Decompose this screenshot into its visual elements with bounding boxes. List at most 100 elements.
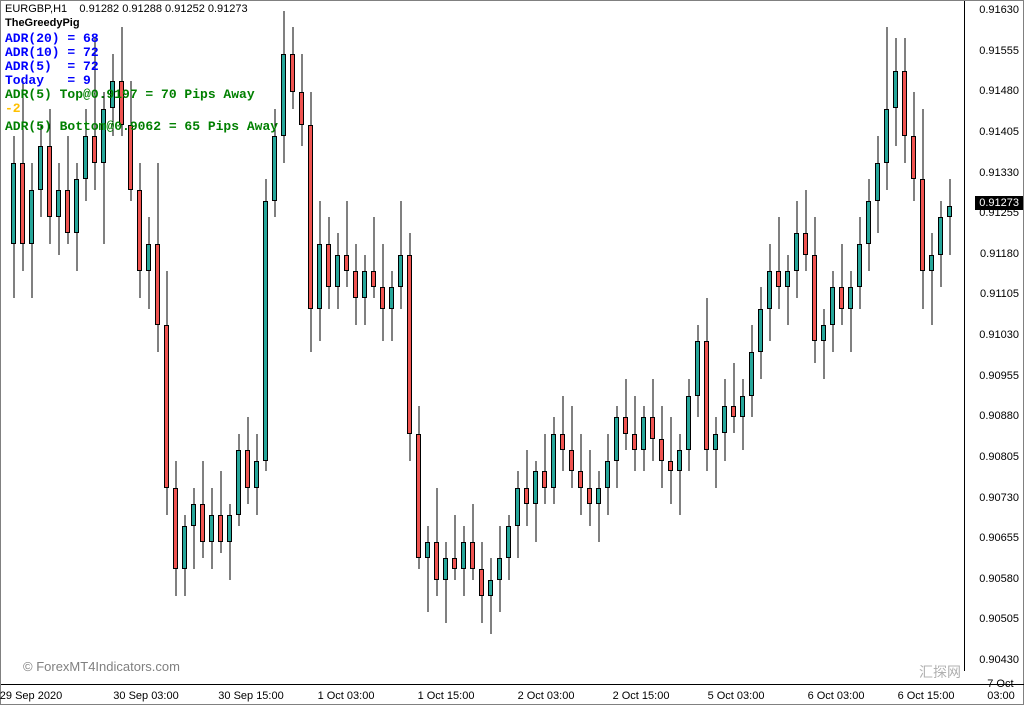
candle[interactable] (785, 1, 790, 671)
candle[interactable] (902, 1, 907, 671)
candle[interactable] (866, 1, 871, 671)
copyright-watermark: © ForexMT4Indicators.com (23, 659, 180, 674)
candle[interactable] (560, 1, 565, 671)
candle[interactable] (857, 1, 862, 671)
candle[interactable] (443, 1, 448, 671)
candle[interactable] (398, 1, 403, 671)
candle[interactable] (515, 1, 520, 671)
candle[interactable] (281, 1, 286, 671)
candle[interactable] (596, 1, 601, 671)
candle[interactable] (551, 1, 556, 671)
candle[interactable] (335, 1, 340, 671)
x-tick-label: 5 Oct 03:00 (708, 690, 765, 702)
candle[interactable] (569, 1, 574, 671)
candle-body (47, 146, 52, 216)
x-tick-label: 6 Oct 03:00 (808, 690, 865, 702)
candle[interactable] (677, 1, 682, 671)
candle-body (578, 471, 583, 487)
candle[interactable] (938, 1, 943, 671)
candle[interactable] (326, 1, 331, 671)
candle[interactable] (758, 1, 763, 671)
candle[interactable] (704, 1, 709, 671)
candle[interactable] (821, 1, 826, 671)
candle[interactable] (290, 1, 295, 671)
candle[interactable] (641, 1, 646, 671)
candle[interactable] (731, 1, 736, 671)
candle-body (461, 542, 466, 569)
candle-wick (454, 515, 455, 580)
candle[interactable] (668, 1, 673, 671)
candle[interactable] (497, 1, 502, 671)
candle[interactable] (452, 1, 457, 671)
candle[interactable] (425, 1, 430, 671)
indicator-name: TheGreedyPig (5, 17, 80, 29)
candle-body (929, 255, 934, 271)
candle[interactable] (740, 1, 745, 671)
candle-body (137, 190, 142, 271)
candle-body (569, 450, 574, 472)
candle-body (785, 271, 790, 287)
candle[interactable] (479, 1, 484, 671)
candle[interactable] (686, 1, 691, 671)
candle[interactable] (407, 1, 412, 671)
candle[interactable] (353, 1, 358, 671)
candle-body (749, 352, 754, 395)
candle[interactable] (371, 1, 376, 671)
candle[interactable] (380, 1, 385, 671)
candle[interactable] (812, 1, 817, 671)
candle[interactable] (839, 1, 844, 671)
y-tick-label: 0.91480 (979, 85, 1019, 97)
candle[interactable] (947, 1, 952, 671)
y-tick-label: 0.91180 (980, 248, 1019, 260)
candle[interactable] (362, 1, 367, 671)
candle[interactable] (767, 1, 772, 671)
candle[interactable] (299, 1, 304, 671)
candle[interactable] (272, 1, 277, 671)
candle[interactable] (830, 1, 835, 671)
candle[interactable] (614, 1, 619, 671)
adr-line: ADR(5) = 72 (5, 59, 99, 74)
candle[interactable] (722, 1, 727, 671)
candle-body (821, 325, 826, 341)
candle[interactable] (803, 1, 808, 671)
candle-body (497, 558, 502, 580)
candle[interactable] (659, 1, 664, 671)
candle[interactable] (623, 1, 628, 671)
candle[interactable] (605, 1, 610, 671)
y-tick-label: 0.91105 (980, 288, 1019, 300)
candle[interactable] (749, 1, 754, 671)
candle[interactable] (308, 1, 313, 671)
candle[interactable] (875, 1, 880, 671)
candle[interactable] (911, 1, 916, 671)
candle[interactable] (470, 1, 475, 671)
candle-wick (346, 201, 347, 288)
candle[interactable] (317, 1, 322, 671)
candle[interactable] (695, 1, 700, 671)
candle[interactable] (533, 1, 538, 671)
candle[interactable] (488, 1, 493, 671)
candle[interactable] (434, 1, 439, 671)
x-tick-label: 29 Sep 2020 (0, 690, 62, 702)
candle[interactable] (389, 1, 394, 671)
candle[interactable] (542, 1, 547, 671)
candle[interactable] (416, 1, 421, 671)
candle[interactable] (506, 1, 511, 671)
candle[interactable] (776, 1, 781, 671)
candle[interactable] (884, 1, 889, 671)
candle[interactable] (461, 1, 466, 671)
candle[interactable] (344, 1, 349, 671)
candle[interactable] (263, 1, 268, 671)
candle[interactable] (578, 1, 583, 671)
candle[interactable] (920, 1, 925, 671)
candle[interactable] (893, 1, 898, 671)
candle[interactable] (794, 1, 799, 671)
candle[interactable] (524, 1, 529, 671)
candle[interactable] (713, 1, 718, 671)
candle[interactable] (929, 1, 934, 671)
candle[interactable] (650, 1, 655, 671)
candle[interactable] (848, 1, 853, 671)
candle-body (893, 71, 898, 109)
candle-wick (778, 217, 779, 309)
candle[interactable] (632, 1, 637, 671)
candle[interactable] (587, 1, 592, 671)
